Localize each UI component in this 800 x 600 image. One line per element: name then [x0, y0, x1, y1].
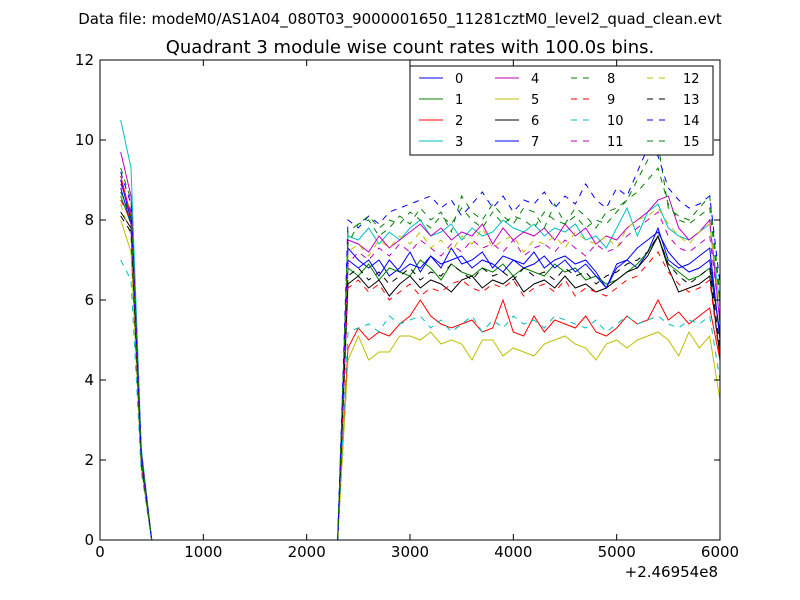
x-tick-label: 5000 — [598, 543, 636, 561]
series-line-8 — [120, 142, 721, 541]
suptitle: Data file: modeM0/AS1A04_080T03_90000016… — [78, 10, 722, 29]
y-tick-label: 2 — [84, 451, 94, 469]
series-line-7 — [120, 187, 721, 541]
legend-label-3: 3 — [455, 135, 463, 150]
series-line-14 — [120, 147, 721, 541]
legend-label-7: 7 — [531, 135, 539, 150]
x-tick-label: 6000 — [701, 543, 739, 561]
legend-label-0: 0 — [455, 72, 463, 87]
x-tick-label: 1000 — [184, 543, 222, 561]
series-line-6 — [120, 211, 721, 541]
legend-label-14: 14 — [683, 114, 700, 129]
series-line-13 — [120, 215, 721, 541]
legend-label-10: 10 — [607, 114, 624, 129]
y-tick-label: 8 — [84, 211, 94, 229]
series-line-15 — [120, 166, 721, 541]
legend-label-8: 8 — [607, 72, 615, 87]
series-line-1 — [120, 195, 721, 541]
x-offset-label: +2.46954e8 — [625, 563, 718, 581]
chart-title: Quadrant 3 module wise count rates with … — [166, 37, 655, 58]
legend-label-9: 9 — [607, 93, 615, 108]
legend-label-15: 15 — [683, 135, 700, 150]
legend-label-6: 6 — [531, 114, 539, 129]
y-tick-label: 6 — [84, 291, 94, 309]
plot-lines — [120, 119, 721, 541]
legend-box — [409, 65, 714, 156]
series-line-2 — [120, 175, 721, 541]
series-line-10 — [120, 259, 721, 541]
series-line-12 — [120, 203, 721, 541]
series-line-9 — [120, 199, 721, 541]
legend-label-11: 11 — [607, 135, 624, 150]
legend-label-1: 1 — [455, 93, 463, 108]
legend-label-13: 13 — [683, 93, 700, 108]
legend-label-5: 5 — [531, 93, 539, 108]
y-tick-label: 4 — [84, 371, 94, 389]
y-tick-label: 12 — [75, 51, 94, 69]
x-tick-label: 3000 — [391, 543, 429, 561]
x-tick-label: 0 — [95, 543, 105, 561]
legend-label-2: 2 — [455, 114, 463, 129]
y-tick-label: 0 — [84, 531, 94, 549]
legend-label-12: 12 — [683, 72, 700, 87]
x-tick-label: 2000 — [288, 543, 326, 561]
series-line-11 — [120, 183, 721, 541]
x-tick-label: 4000 — [494, 543, 532, 561]
y-tick-label: 10 — [75, 131, 94, 149]
series-line-3 — [120, 119, 721, 541]
legend-label-4: 4 — [531, 72, 539, 87]
